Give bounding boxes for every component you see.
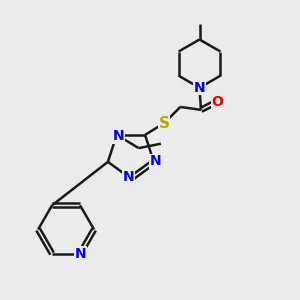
Text: N: N (194, 81, 205, 95)
Text: N: N (149, 154, 161, 168)
Text: N: N (74, 247, 86, 261)
Text: N: N (123, 170, 134, 184)
Text: N: N (112, 129, 124, 143)
Text: S: S (159, 116, 170, 130)
Text: O: O (211, 94, 223, 109)
